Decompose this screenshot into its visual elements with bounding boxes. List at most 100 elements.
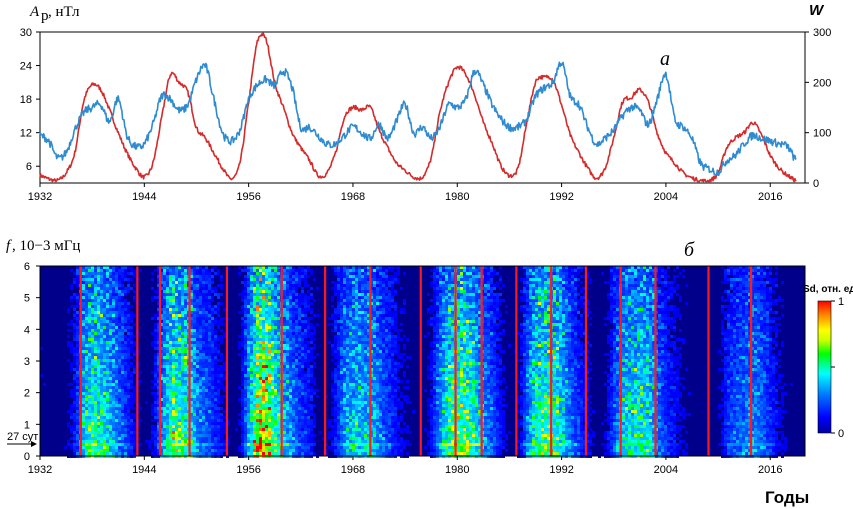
heatmap-cell [304,404,307,407]
heatmap-cell [73,389,76,392]
heatmap-cell [85,422,88,425]
heatmap-cell [346,404,349,407]
heatmap-cell [298,362,301,365]
heatmap-cell [76,428,79,431]
heatmap-cell [259,413,262,416]
heatmap-cell [298,401,301,404]
heatmap-cell [178,383,181,386]
heatmap-cell [205,320,208,323]
heatmap-cell [109,275,112,278]
heatmap-cell [166,314,169,317]
heatmap-cell [208,446,211,449]
heatmap-cell [268,320,271,323]
heatmap-cell [298,365,301,368]
heatmap-cell [289,269,292,272]
heatmap-cell [175,407,178,410]
heatmap-cell [262,281,265,284]
heatmap-cell [307,410,310,413]
heatmap-cell [94,428,97,431]
ap-index-line [39,61,797,177]
heatmap-cell [82,371,85,374]
heatmap-cell [220,329,223,332]
heatmap-cell [109,434,112,437]
heatmap-cell [220,302,223,305]
heatmap-cell [82,449,85,452]
heatmap-cell [124,353,127,356]
heatmap-cell [88,389,91,392]
heatmap-cell [130,431,133,434]
heatmap-cell [148,443,151,446]
heatmap-cell [259,287,262,290]
heatmap-cell [295,362,298,365]
heatmap-cell [283,284,286,287]
heatmap-cell [160,296,163,299]
heatmap-cell [247,287,250,290]
heatmap-cell [94,332,97,335]
heatmap-cell [334,317,337,320]
heatmap-cell [100,293,103,296]
heatmap-cell [265,296,268,299]
heatmap-cell [190,449,193,452]
heatmap-cell [124,380,127,383]
heatmap-cell [94,374,97,377]
heatmap-cell [109,365,112,368]
heatmap-cell [292,311,295,314]
heatmap-cell [340,341,343,344]
heatmap-cell [265,395,268,398]
heatmap-cell [334,320,337,323]
heatmap-cell [349,362,352,365]
heatmap-cell [244,377,247,380]
heatmap-cell [313,347,316,350]
heatmap-cell [97,275,100,278]
heatmap-cell [271,419,274,422]
heatmap-cell [220,278,223,281]
heatmap-cell [283,386,286,389]
heatmap-cell [250,341,253,344]
heatmap-cell [250,431,253,434]
heatmap-cell [205,299,208,302]
heatmap-cell [346,338,349,341]
heatmap-cell [103,356,106,359]
heatmap-cell [247,395,250,398]
heatmap-cell [94,335,97,338]
heatmap-cell [112,284,115,287]
heatmap-cell [193,452,196,455]
heatmap-cell [91,392,94,395]
heatmap-cell [283,350,286,353]
heatmap-cell [112,299,115,302]
heatmap-cell [199,404,202,407]
heatmap-cell [172,302,175,305]
heatmap-cell [244,446,247,449]
heatmap-cell [295,443,298,446]
heatmap-cell [166,404,169,407]
heatmap-cell [94,392,97,395]
heatmap-cell [175,446,178,449]
heatmap-cell [190,287,193,290]
heatmap-cell [70,284,73,287]
heatmap-cell [271,401,274,404]
heatmap-cell [154,335,157,338]
heatmap-cell [334,413,337,416]
heatmap-cell [223,377,226,380]
heatmap-cell [250,377,253,380]
heatmap-cell [304,341,307,344]
heatmap-cell [349,326,352,329]
heatmap-cell [154,410,157,413]
heatmap-cell [94,299,97,302]
heatmap-cell [217,314,220,317]
heatmap-cell [253,305,256,308]
heatmap-cell [337,395,340,398]
heatmap-cell [193,311,196,314]
heatmap-cell [244,275,247,278]
heatmap-cell [250,329,253,332]
heatmap-cell [277,422,280,425]
heatmap-cell [163,350,166,353]
heatmap-cell [220,443,223,446]
heatmap-cell [88,299,91,302]
heatmap-cell [88,449,91,452]
heatmap-cell [91,296,94,299]
heatmap-cell [238,347,241,350]
heatmap-cell [337,431,340,434]
heatmap-cell [82,290,85,293]
heatmap-cell [160,266,163,269]
